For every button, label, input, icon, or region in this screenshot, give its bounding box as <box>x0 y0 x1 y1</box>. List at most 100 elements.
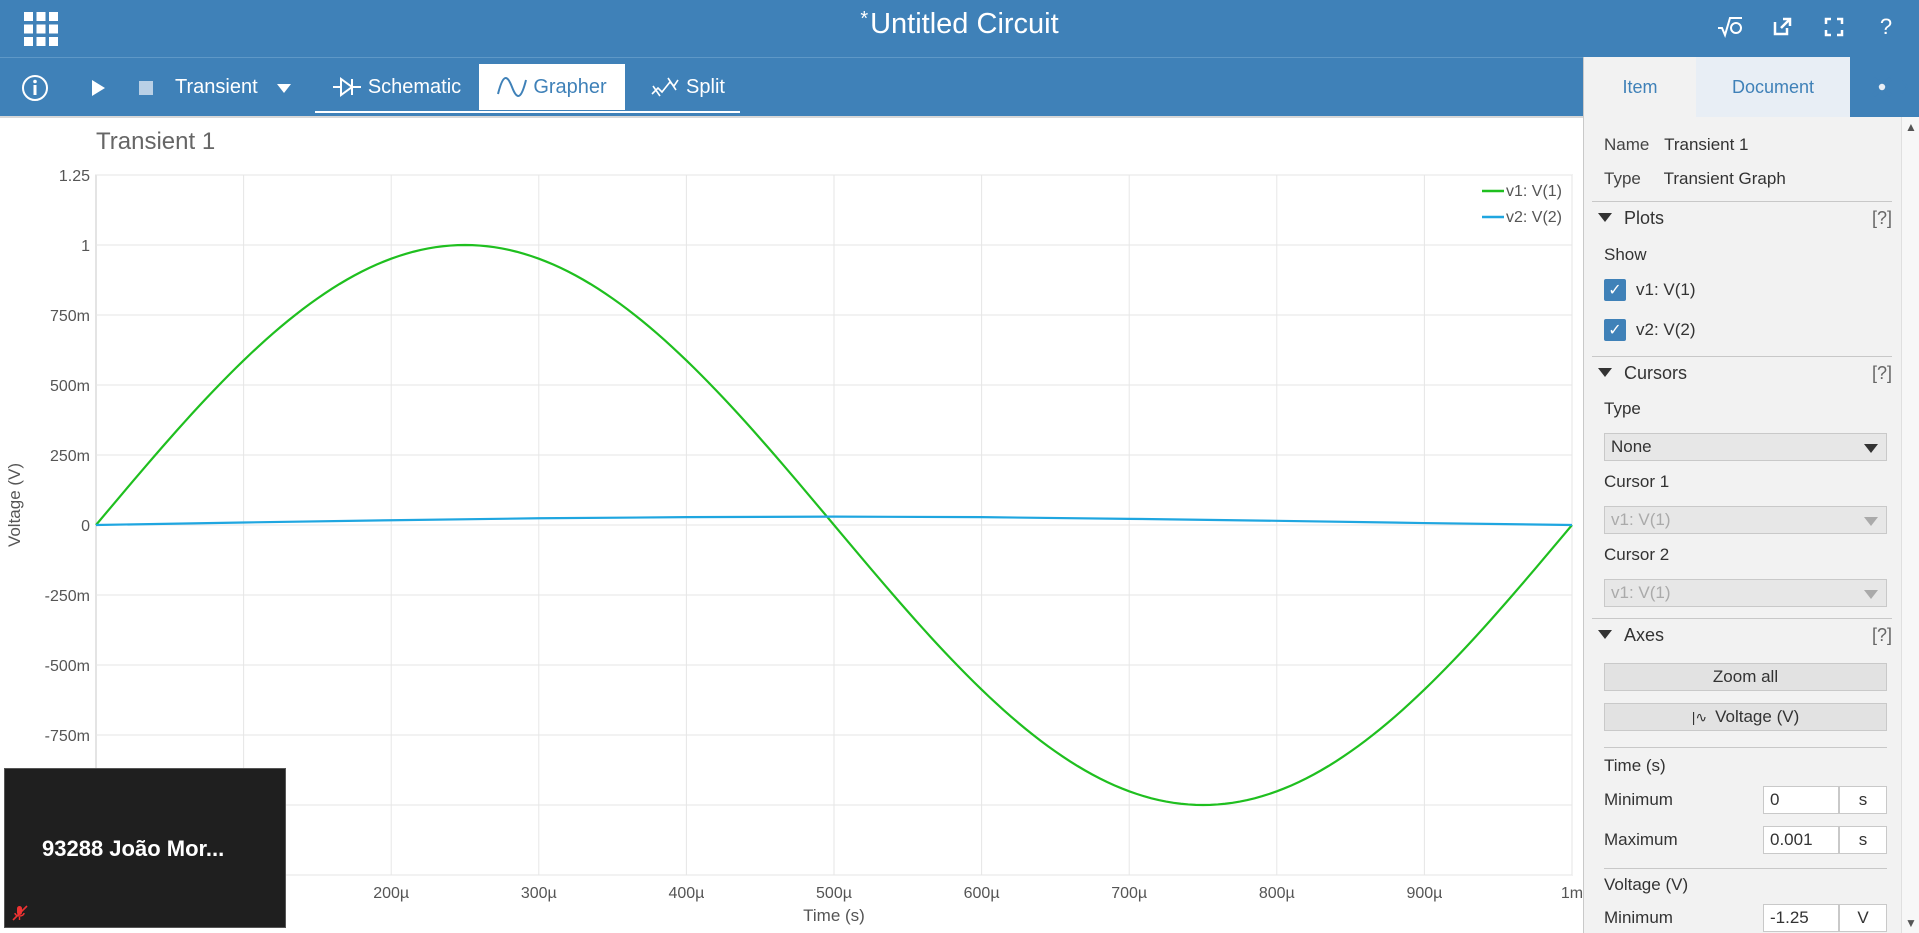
fullscreen-icon[interactable] <box>1819 12 1849 42</box>
name-value[interactable]: Transient 1 <box>1664 135 1749 154</box>
participant-name: 93288 João Mor... <box>42 836 225 861</box>
cursor-type-select[interactable]: None <box>1604 433 1887 461</box>
y-tick-label: 250m <box>50 448 90 465</box>
cursor1-label: Cursor 1 <box>1604 472 1670 491</box>
y-tick-label: 750m <box>50 308 90 325</box>
divider <box>1604 868 1887 869</box>
volt-min-unit[interactable]: V <box>1839 904 1887 932</box>
time-min-field: Minimum 0 s <box>1604 785 1887 815</box>
cursor2-select[interactable]: v1: V(1) <box>1604 579 1887 607</box>
transient-plot[interactable]: 1.25 1 750m 500m 250m 0 -250m -500m -750m 200µ 300… <box>0 118 1583 933</box>
axes-title: Axes <box>1624 625 1665 645</box>
video-call-tile[interactable]: 93288 João Mor... <box>4 768 286 928</box>
x-tick-label: 900µ <box>1406 885 1442 902</box>
panel-scrollbar[interactable]: ▲ ▼ <box>1901 117 1919 933</box>
name-label: Name <box>1604 135 1650 154</box>
analysis-select[interactable]: Transient <box>175 58 292 117</box>
run-button[interactable] <box>88 58 108 117</box>
panel-tabs: Item Document <box>1584 57 1919 117</box>
title-bar: *Untitled Circuit ? <box>0 0 1919 57</box>
scroll-down-icon[interactable]: ▼ <box>1905 916 1917 930</box>
plot-checkbox-v2[interactable]: ✓ v2: V(2) <box>1604 319 1696 341</box>
stop-button[interactable] <box>137 58 155 117</box>
properties-panel: Item Document Name Transient 1 Type Tran… <box>1583 57 1919 933</box>
tab-grapher-label: Grapher <box>533 75 607 98</box>
x-tick-label: 400µ <box>668 885 704 902</box>
voltage-axis-button-label: Voltage (V) <box>1715 707 1800 726</box>
voltage-axis-label: Voltage (V) <box>1604 875 1689 894</box>
cursors-help-link[interactable]: [?] <box>1871 363 1892 383</box>
axes-section-header[interactable]: Axes [?] <box>1592 618 1892 646</box>
plot-checkbox-v1-label: v1: V(1) <box>1636 280 1696 299</box>
help-icon[interactable]: ? <box>1879 14 1893 39</box>
tabs-underline <box>315 111 740 113</box>
volt-min-field: Minimum -1.25 V <box>1604 903 1887 933</box>
time-max-unit[interactable]: s <box>1839 826 1887 854</box>
plot-checkbox-v2-label: v2: V(2) <box>1636 320 1696 339</box>
tab-schematic-label: Schematic <box>367 75 462 98</box>
volt-min-label: Minimum <box>1604 908 1673 927</box>
graph-title: Transient 1 <box>96 128 216 155</box>
collapse-triangle-icon <box>1598 213 1612 222</box>
plots-section-header[interactable]: Plots [?] <box>1592 201 1892 229</box>
y-tick-label: -250m <box>45 588 90 605</box>
apps-grid-icon[interactable] <box>22 10 60 48</box>
volt-min-input[interactable]: -1.25 <box>1763 904 1839 932</box>
zoom-all-button[interactable]: Zoom all <box>1604 663 1887 691</box>
info-button[interactable] <box>20 58 50 117</box>
y-tick-label: 0 <box>81 518 90 535</box>
tab-item[interactable]: Item <box>1584 57 1696 117</box>
x-tick-label: 800µ <box>1259 885 1295 902</box>
axes-help-link[interactable]: [?] <box>1871 625 1892 645</box>
y-axis-label: Voltage (V) <box>5 463 24 547</box>
play-icon <box>92 79 105 96</box>
time-min-label: Minimum <box>1604 790 1673 809</box>
cursor1-value: v1: V(1) <box>1611 510 1671 529</box>
x-axis-label: Time (s) <box>803 906 865 925</box>
tab-document[interactable]: Document <box>1696 57 1850 117</box>
cursor1-select[interactable]: v1: V(1) <box>1604 506 1887 534</box>
cursors-section-header[interactable]: Cursors [?] <box>1592 356 1892 384</box>
tab-split[interactable]: Split <box>635 64 740 110</box>
cursors-title: Cursors <box>1624 363 1688 383</box>
time-max-field: Maximum 0.001 s <box>1604 825 1887 855</box>
tab-grapher[interactable]: Grapher <box>479 64 625 110</box>
analysis-label: Transient <box>175 76 258 98</box>
plot-checkbox-v1[interactable]: ✓ v1: V(1) <box>1604 279 1696 301</box>
gear-icon[interactable] <box>1868 73 1912 108</box>
time-min-unit[interactable]: s <box>1839 786 1887 814</box>
axis-scale-icon: |∿ <box>1691 708 1708 725</box>
tab-schematic[interactable]: Schematic <box>315 64 478 110</box>
time-max-label: Maximum <box>1604 830 1678 849</box>
y-tick-label: 500m <box>50 378 90 395</box>
chevron-down-icon <box>1864 590 1878 599</box>
chevron-down-icon <box>1864 517 1878 526</box>
cursor2-value: v1: V(1) <box>1611 583 1671 602</box>
cursor-type-label: Type <box>1604 399 1641 418</box>
y-tick-label: 1.25 <box>59 168 90 185</box>
type-value: Transient Graph <box>1663 169 1786 188</box>
divider <box>1604 747 1887 748</box>
time-axis-label: Time (s) <box>1604 756 1666 775</box>
x-tick-label: 600µ <box>964 885 1000 902</box>
cursor-type-value: None <box>1611 437 1652 456</box>
legend-label-1: v1: V(1) <box>1506 183 1562 200</box>
time-max-input[interactable]: 0.001 <box>1763 826 1839 854</box>
muted-mic-icon <box>12 905 28 924</box>
x-tick-label: 500µ <box>816 885 852 902</box>
scroll-up-icon[interactable]: ▲ <box>1905 120 1917 134</box>
voltage-axis-button[interactable]: |∿ Voltage (V) <box>1604 703 1887 731</box>
schematic-icon <box>332 77 361 97</box>
sqrt-icon[interactable] <box>1715 12 1745 42</box>
y-tick-label: -500m <box>45 658 90 675</box>
external-link-icon[interactable] <box>1767 12 1797 42</box>
plots-help-link[interactable]: [?] <box>1871 208 1892 228</box>
stop-icon <box>139 80 153 95</box>
x-tick-label: 1m <box>1561 885 1583 902</box>
name-row: Name Transient 1 <box>1604 135 1749 155</box>
type-label: Type <box>1604 169 1641 188</box>
tab-split-label: Split <box>686 75 725 98</box>
time-min-input[interactable]: 0 <box>1763 786 1839 814</box>
show-label: Show <box>1604 245 1647 264</box>
x-tick-label: 700µ <box>1111 885 1147 902</box>
